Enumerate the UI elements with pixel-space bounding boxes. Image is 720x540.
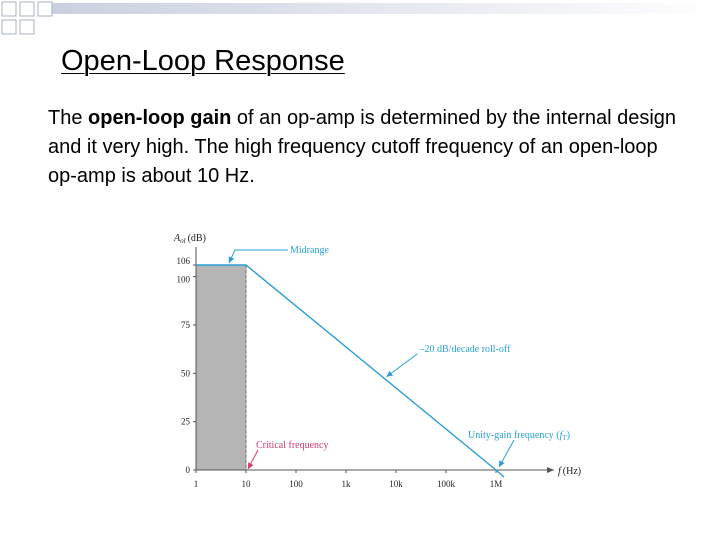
- unity-gain-close: ): [567, 430, 570, 441]
- open-loop-gain-curve: [196, 264, 505, 478]
- x-tick-label: 1M: [490, 479, 503, 489]
- x-ticks: 1 10 100 1k 10k 100k 1M: [194, 470, 503, 489]
- decor-square: [19, 1, 35, 17]
- y-tick-label: 100: [177, 275, 191, 285]
- midrange-shaded-region: [195, 264, 247, 471]
- x-tick-label: 1: [194, 479, 199, 489]
- decor-square: [1, 1, 17, 17]
- x-tick-label: 1k: [342, 479, 352, 489]
- unity-gain-arrow: [498, 439, 515, 468]
- unity-gain-sub: T: [562, 434, 567, 442]
- y-tick-label: 75: [181, 320, 191, 330]
- y-axis-symbol-sub: ol: [180, 237, 186, 245]
- decor-square: [19, 19, 35, 35]
- paragraph-rest: of an op-amp is determined by the intern…: [48, 107, 677, 187]
- y-tick-label: 50: [181, 368, 191, 378]
- rolloff-arrow: [386, 353, 418, 378]
- critical-frequency-arrow: [247, 449, 259, 470]
- x-tick-label: 10: [242, 479, 252, 489]
- unity-gain-annotation: Unity-gain frequency (fT): [468, 430, 570, 442]
- critical-frequency-annotation: Critical frequency: [256, 440, 328, 451]
- midrange-annotation: Midrange: [290, 245, 329, 256]
- corner-decoration: [1, 1, 720, 35]
- rolloff-annotation: –20 dB/decade roll-off: [419, 344, 512, 355]
- unity-gain-text: Unity-gain frequency (: [468, 430, 560, 441]
- y-ticks: 0 25 50 75 100 106: [177, 256, 196, 475]
- midrange-arrow: [228, 249, 288, 264]
- y-tick-label: 25: [181, 417, 191, 427]
- x-tick-label: 100: [289, 479, 303, 489]
- paragraph-emphasis: open-loop gain: [88, 107, 232, 129]
- x-tick-label: 10k: [389, 479, 403, 489]
- x-axis-label: f (Hz): [558, 466, 581, 477]
- y-tick-label: 0: [186, 465, 191, 475]
- y-axis-unit: (dB): [188, 233, 206, 244]
- y-tick-label: 106: [177, 256, 191, 266]
- unity-gain-symbol: f: [560, 430, 564, 441]
- slide-title: Open-Loop Response: [61, 45, 345, 77]
- y-axis-label: Aol (dB): [173, 233, 206, 245]
- x-axis-symbol: f: [558, 466, 562, 477]
- paragraph-lead: The: [48, 107, 89, 129]
- decor-square: [1, 19, 17, 35]
- slide-paragraph: The open-loop gain of an op-amp is deter…: [48, 104, 688, 191]
- decor-band: [40, 3, 720, 14]
- decor-square: [37, 1, 53, 17]
- x-axis-unit: (Hz): [563, 466, 581, 477]
- y-axis-symbol: A: [173, 233, 181, 244]
- x-tick-label: 100k: [437, 479, 456, 489]
